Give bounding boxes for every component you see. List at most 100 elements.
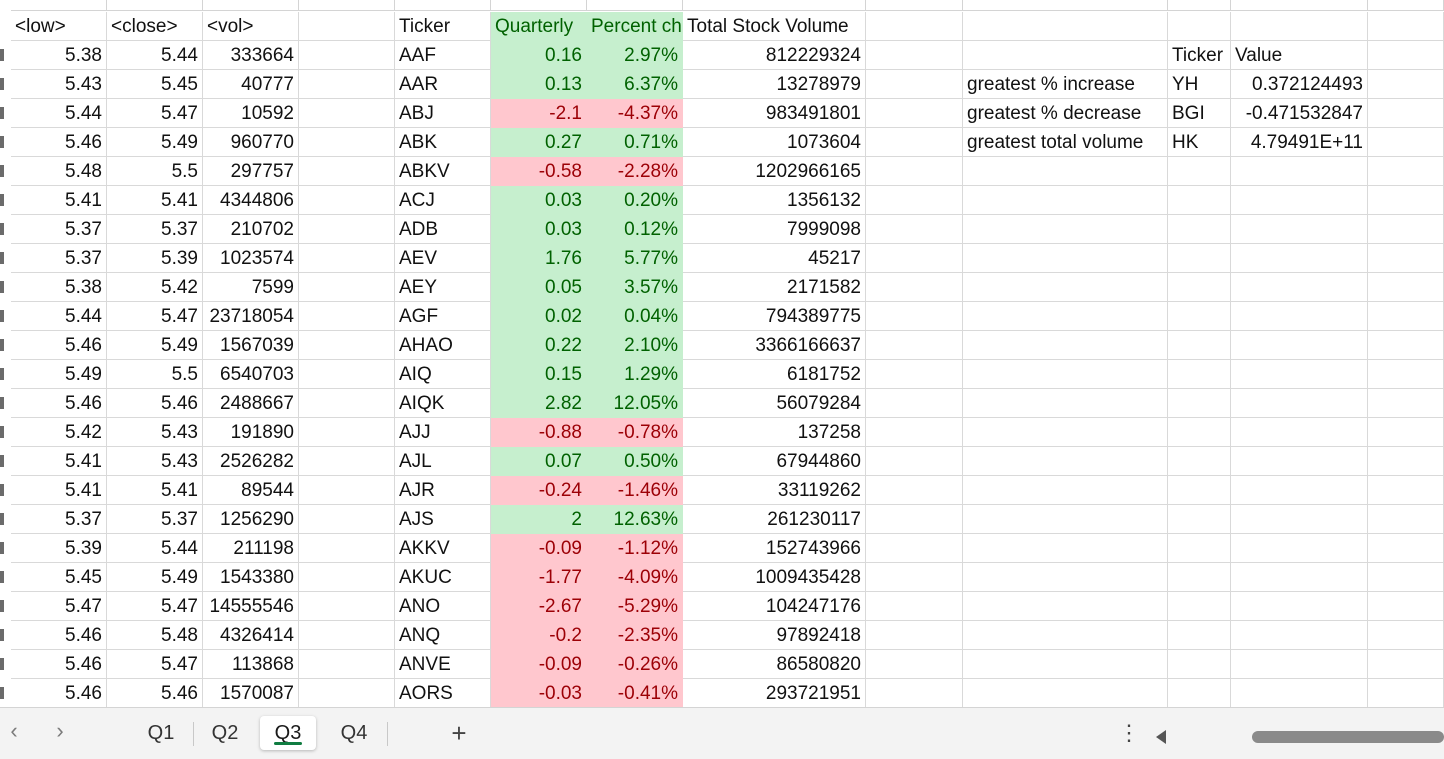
total-volume-cell[interactable]: 812229324 xyxy=(683,41,866,70)
total-volume-cell[interactable]: 794389775 xyxy=(683,302,866,331)
empty-cell[interactable] xyxy=(963,41,1168,70)
percent-change-cell[interactable]: 0.20% xyxy=(587,186,683,215)
scroll-left-arrow-icon[interactable] xyxy=(1156,730,1166,744)
empty-cell[interactable] xyxy=(299,418,395,447)
empty-cell[interactable] xyxy=(963,215,1168,244)
empty-cell[interactable] xyxy=(963,418,1168,447)
empty-cell[interactable] xyxy=(1168,186,1231,215)
empty-cell[interactable] xyxy=(299,650,395,679)
empty-cell[interactable] xyxy=(1368,534,1444,563)
column-header[interactable] xyxy=(866,0,963,11)
vol-cell[interactable]: 2488667 xyxy=(203,389,299,418)
empty-cell[interactable] xyxy=(1231,679,1368,707)
summary-header-ticker[interactable]: Ticker xyxy=(1168,41,1231,70)
empty-cell[interactable] xyxy=(1368,273,1444,302)
add-sheet-button[interactable]: + xyxy=(451,718,467,748)
empty-cell[interactable] xyxy=(1368,41,1444,70)
empty-cell[interactable] xyxy=(963,244,1168,273)
percent-change-cell[interactable]: 5.77% xyxy=(587,244,683,273)
empty-cell[interactable] xyxy=(1368,650,1444,679)
empty-cell[interactable] xyxy=(1368,215,1444,244)
empty-cell[interactable] xyxy=(1231,302,1368,331)
column-header[interactable] xyxy=(491,0,587,11)
low-cell[interactable]: 5.37 xyxy=(11,215,107,244)
empty-cell[interactable] xyxy=(963,157,1168,186)
empty-cell[interactable] xyxy=(866,128,963,157)
quarterly-change-cell[interactable]: -0.2 xyxy=(491,621,587,650)
column-header[interactable] xyxy=(395,0,491,11)
vol-cell[interactable]: 210702 xyxy=(203,215,299,244)
spreadsheet-grid[interactable]: <low> <close> <vol> Ticker Quarterly Percent … xyxy=(0,0,1444,707)
empty-cell[interactable] xyxy=(1168,534,1231,563)
empty-cell[interactable] xyxy=(1231,447,1368,476)
close-cell[interactable]: 5.42 xyxy=(107,273,203,302)
empty-cell[interactable] xyxy=(1368,505,1444,534)
column-header[interactable] xyxy=(299,0,395,11)
empty-cell[interactable] xyxy=(866,418,963,447)
ticker-cell[interactable]: AJJ xyxy=(395,418,491,447)
header-vol[interactable]: <vol> xyxy=(203,12,299,41)
ticker-cell[interactable]: ACJ xyxy=(395,186,491,215)
empty-cell[interactable] xyxy=(1168,215,1231,244)
close-cell[interactable]: 5.37 xyxy=(107,215,203,244)
sheet-tab-q1[interactable]: Q1 xyxy=(147,722,175,744)
close-cell[interactable]: 5.41 xyxy=(107,476,203,505)
empty-cell[interactable] xyxy=(299,563,395,592)
low-cell[interactable]: 5.46 xyxy=(11,650,107,679)
close-cell[interactable]: 5.46 xyxy=(107,389,203,418)
empty-cell[interactable] xyxy=(299,534,395,563)
total-volume-cell[interactable]: 983491801 xyxy=(683,99,866,128)
empty-cell[interactable] xyxy=(1231,215,1368,244)
low-cell[interactable]: 5.43 xyxy=(11,70,107,99)
empty-cell[interactable] xyxy=(866,41,963,70)
empty-cell[interactable] xyxy=(1231,157,1368,186)
close-cell[interactable]: 5.5 xyxy=(107,157,203,186)
percent-change-cell[interactable]: 1.29% xyxy=(587,360,683,389)
empty-cell[interactable] xyxy=(1368,99,1444,128)
low-cell[interactable]: 5.37 xyxy=(11,505,107,534)
column-header[interactable] xyxy=(1231,0,1368,11)
empty-cell[interactable] xyxy=(963,389,1168,418)
quarterly-change-cell[interactable]: 0.15 xyxy=(491,360,587,389)
vol-cell[interactable]: 10592 xyxy=(203,99,299,128)
empty-cell[interactable] xyxy=(866,273,963,302)
percent-change-cell[interactable]: 0.71% xyxy=(587,128,683,157)
empty-cell[interactable] xyxy=(299,505,395,534)
empty-cell[interactable] xyxy=(866,650,963,679)
close-cell[interactable]: 5.49 xyxy=(107,331,203,360)
empty-cell[interactable] xyxy=(299,186,395,215)
low-cell[interactable]: 5.41 xyxy=(11,447,107,476)
empty-cell[interactable] xyxy=(1368,157,1444,186)
header-ticker[interactable]: Ticker xyxy=(395,12,491,41)
empty-cell[interactable] xyxy=(1231,563,1368,592)
empty-cell[interactable] xyxy=(1368,12,1444,41)
empty-cell[interactable] xyxy=(866,244,963,273)
vol-cell[interactable]: 333664 xyxy=(203,41,299,70)
empty-cell[interactable] xyxy=(1231,592,1368,621)
empty-cell[interactable] xyxy=(299,99,395,128)
ticker-cell[interactable]: AEV xyxy=(395,244,491,273)
empty-cell[interactable] xyxy=(1231,331,1368,360)
ticker-cell[interactable]: ABJ xyxy=(395,99,491,128)
empty-cell[interactable] xyxy=(1231,476,1368,505)
ticker-cell[interactable]: AJL xyxy=(395,447,491,476)
summary-ticker[interactable]: BGI xyxy=(1168,99,1231,128)
empty-cell[interactable] xyxy=(299,476,395,505)
empty-cell[interactable] xyxy=(1368,418,1444,447)
close-cell[interactable]: 5.47 xyxy=(107,592,203,621)
quarterly-change-cell[interactable]: 0.22 xyxy=(491,331,587,360)
total-volume-cell[interactable]: 2171582 xyxy=(683,273,866,302)
empty-cell[interactable] xyxy=(1231,418,1368,447)
quarterly-change-cell[interactable]: -0.09 xyxy=(491,650,587,679)
empty-cell[interactable] xyxy=(1168,157,1231,186)
vol-cell[interactable]: 14555546 xyxy=(203,592,299,621)
close-cell[interactable]: 5.5 xyxy=(107,360,203,389)
empty-cell[interactable] xyxy=(1368,128,1444,157)
empty-cell[interactable] xyxy=(963,447,1168,476)
low-cell[interactable]: 5.46 xyxy=(11,621,107,650)
vol-cell[interactable]: 113868 xyxy=(203,650,299,679)
percent-change-cell[interactable]: 0.04% xyxy=(587,302,683,331)
empty-cell[interactable] xyxy=(963,302,1168,331)
empty-cell[interactable] xyxy=(1168,476,1231,505)
low-cell[interactable]: 5.46 xyxy=(11,128,107,157)
